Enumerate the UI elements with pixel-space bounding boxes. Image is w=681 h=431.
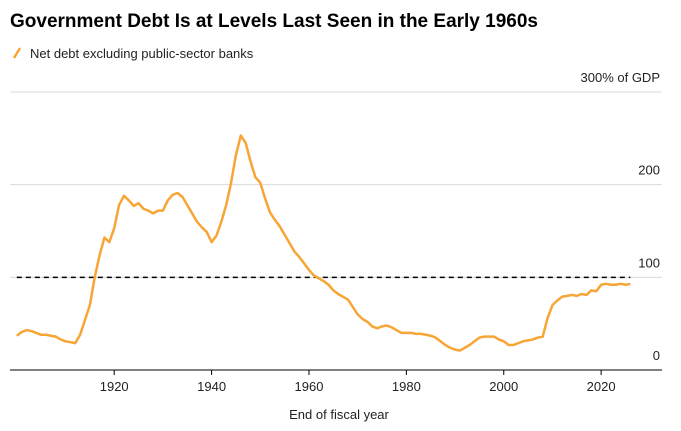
x-axis-title: End of fiscal year — [289, 407, 389, 422]
x-tick-label: 1920 — [100, 379, 129, 394]
y-tick-label: 100 — [638, 255, 660, 270]
legend-swatch — [12, 47, 22, 59]
y-tick-label: 200 — [638, 163, 660, 178]
y-tick-label: 0 — [653, 348, 660, 363]
x-tick-label: 2000 — [489, 379, 518, 394]
data-line — [16, 134, 631, 352]
x-tick-label: 1960 — [295, 379, 324, 394]
legend-label: Net debt excluding public-sector banks — [30, 46, 254, 61]
x-tick-label: 1940 — [197, 379, 226, 394]
x-tick-label: 1980 — [392, 379, 421, 394]
y-tick-label: 300% of GDP — [581, 70, 661, 85]
chart-title: Government Debt Is at Levels Last Seen i… — [10, 11, 538, 32]
x-tick-label: 2020 — [587, 379, 616, 394]
